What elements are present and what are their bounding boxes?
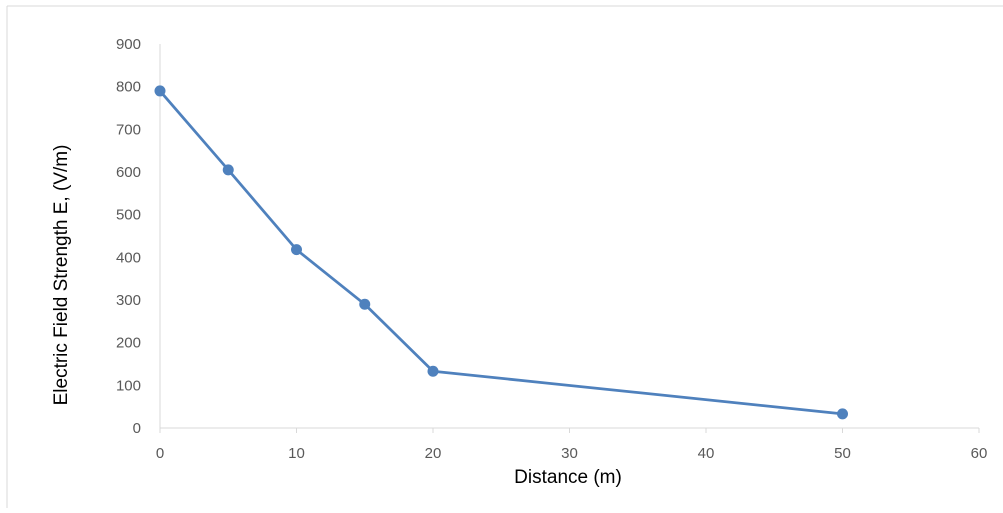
- y-tick-label: 0: [133, 420, 141, 437]
- x-tick-label: 20: [425, 445, 442, 462]
- x-tick-label: 30: [561, 445, 578, 462]
- series-line: [158, 89, 844, 416]
- y-tick-label: 700: [116, 121, 141, 138]
- y-tick-label: 400: [116, 249, 141, 266]
- x-tick-label: 10: [288, 445, 305, 462]
- y-tick-label: 600: [116, 164, 141, 181]
- series-layer: [154, 85, 848, 420]
- y-tick-label: 300: [116, 292, 141, 309]
- x-tick-marks: [159, 428, 980, 433]
- y-tick-label: 100: [116, 377, 141, 394]
- x-axis-title: Distance (m): [514, 467, 622, 488]
- x-tick-label: 40: [698, 445, 715, 462]
- y-tick-label: 200: [116, 335, 141, 352]
- x-tick-label: 60: [971, 445, 988, 462]
- y-tick-labels: 0 100 200 300 400 500 600 700 800 900: [116, 36, 141, 437]
- x-tick-label: 0: [156, 445, 164, 462]
- data-point-marker: [427, 365, 439, 377]
- y-tick-label: 500: [116, 207, 141, 224]
- data-point-marker: [359, 298, 371, 310]
- data-point-marker: [154, 85, 166, 97]
- y-tick-label: 800: [116, 79, 141, 96]
- data-point-marker: [837, 408, 848, 420]
- y-axis-title: Electric Field Strength E, (V/m): [51, 145, 72, 406]
- y-tick-label: 900: [116, 36, 141, 53]
- data-point-marker: [222, 164, 234, 176]
- x-tick-labels: 0 10 20 30 40 50 60: [156, 445, 988, 462]
- x-tick-label: 50: [834, 445, 851, 462]
- data-point-marker: [291, 244, 302, 256]
